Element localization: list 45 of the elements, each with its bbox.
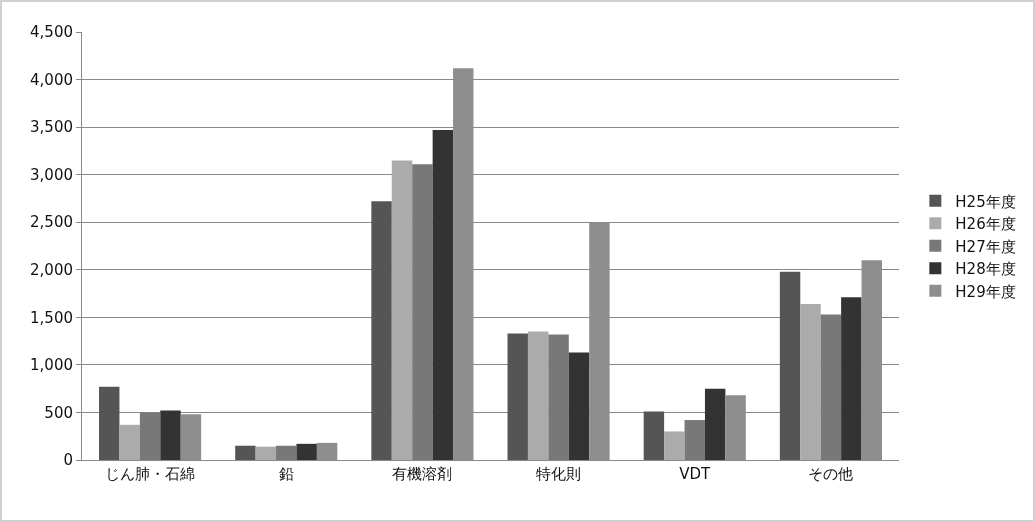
y-tick-label: 3,500 <box>30 118 73 137</box>
bar <box>820 314 842 460</box>
bar <box>800 304 821 460</box>
bar <box>527 331 549 460</box>
bar <box>664 431 685 460</box>
y-tick-label: 4,500 <box>30 23 73 42</box>
bar <box>139 412 161 460</box>
legend-label: H25年度 <box>955 192 1016 211</box>
y-tick-label: 1,500 <box>30 308 73 327</box>
bar <box>235 445 256 460</box>
y-tick-label: 0 <box>63 451 73 470</box>
bar <box>296 443 317 460</box>
x-tick-label: 鉛 <box>278 465 294 483</box>
legend-label: H27年度 <box>955 237 1016 256</box>
bar <box>160 410 181 460</box>
bar <box>704 388 726 460</box>
bar <box>412 164 433 460</box>
bar <box>548 334 569 460</box>
y-tick-label: 2,000 <box>30 261 73 280</box>
bar <box>643 411 665 460</box>
bar <box>779 271 801 460</box>
legend-label: H28年度 <box>955 260 1016 279</box>
x-tick-label: 特化則 <box>536 465 582 483</box>
y-tick-label: 2,500 <box>30 213 73 232</box>
x-tick-label: じん肺・石綿 <box>105 465 196 483</box>
legend-label: H29年度 <box>955 282 1016 301</box>
bar <box>371 201 392 460</box>
legend-label: H26年度 <box>955 215 1016 234</box>
bar <box>841 297 862 460</box>
bar <box>276 445 297 460</box>
bar <box>507 333 528 460</box>
bar <box>432 129 454 460</box>
bar <box>391 160 413 460</box>
bar <box>99 386 120 460</box>
bar <box>119 424 140 460</box>
x-tick-label: VDT <box>679 465 712 483</box>
bar <box>255 446 277 460</box>
x-tick-label: 有機溶剤 <box>392 465 453 483</box>
y-tick-label: 1,000 <box>30 356 73 375</box>
bar <box>568 352 590 460</box>
bar <box>684 420 705 460</box>
y-tick-label: 500 <box>44 403 73 422</box>
y-tick-label: 4,000 <box>30 70 73 89</box>
y-tick-label: 3,000 <box>30 165 73 184</box>
x-tick-label: その他 <box>808 465 854 483</box>
